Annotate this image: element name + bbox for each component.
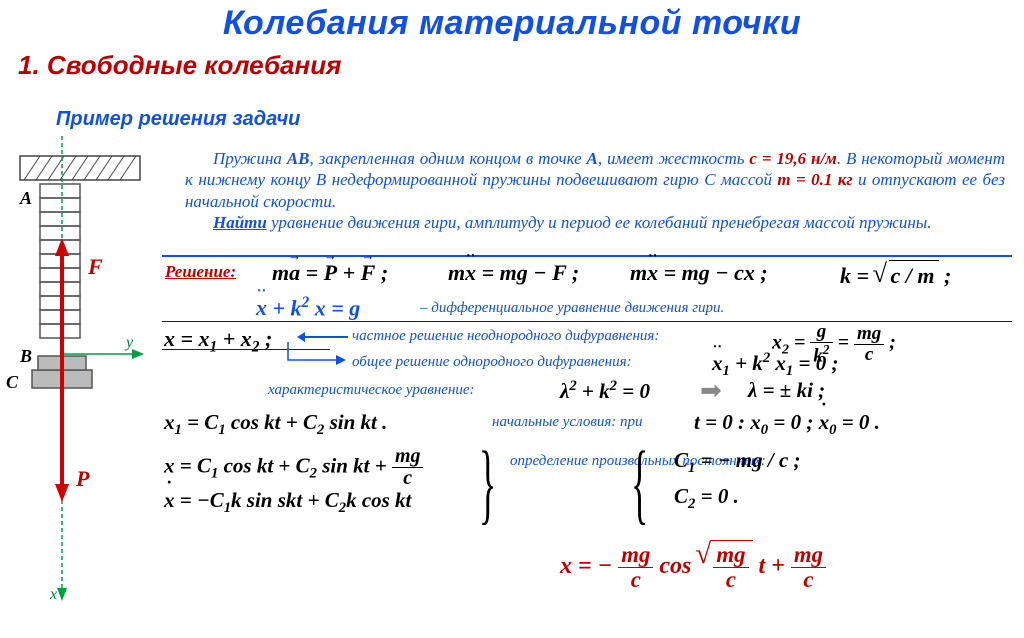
spring-diagram: A B С F P x y — [12, 136, 157, 606]
eq-c1: C1 = − mg / c ; — [674, 448, 801, 477]
eq-lambda: λ = ± ki ; — [748, 378, 825, 403]
eq-scalar-2: mx = mg − cx ; — [630, 260, 768, 286]
eq-answer: x = − mgc cos mgc t + mgc — [560, 540, 826, 592]
note-char: характеристическое уравнение: — [268, 382, 475, 399]
label-x: x — [50, 586, 57, 604]
example-subheader: Пример решения задачи — [56, 108, 300, 131]
p-t6: уравнение движения гири, амплитуду и пер… — [267, 213, 932, 232]
eq-hom: x1 + k2 x1 = 0 ; — [712, 350, 838, 380]
diagram-svg — [12, 136, 157, 616]
label-f: F — [88, 254, 103, 280]
eq-x1: x1 = C1 cos kt + C2 sin kt . — [164, 410, 387, 439]
eq-newton-vec: ma = P + F ; — [272, 260, 388, 286]
p-c: c = 19,6 н/м — [749, 149, 836, 168]
eq-super: x = x1 + x2 ; — [164, 326, 272, 356]
p-t3: , имеет жесткость — [598, 149, 750, 168]
p-t2: , закрепленная одним концом в точке — [310, 149, 587, 168]
solution-header: Решение: — [165, 262, 236, 282]
note-initial: начальные условия: при — [492, 414, 643, 431]
label-c: С — [6, 372, 18, 393]
eq-xdot: x = −C1k sin skt + C2k cos kt — [164, 488, 411, 517]
p-m: m = 0.1 кг — [777, 170, 852, 189]
problem-statement: Пружина AB, закрепленная одним концом в … — [185, 148, 1005, 233]
note-ode: – дифференциальное уравнение движения ги… — [420, 300, 724, 317]
note-general: общее решение однородного дифуравнения: — [352, 354, 632, 371]
eq-scalar-1: mx = mg − F ; — [448, 260, 579, 286]
brace-right-icon: { — [631, 432, 648, 535]
p-a: A — [587, 149, 598, 168]
arrow-bent-icon — [278, 342, 348, 370]
implies-arrow-icon: ➡ — [700, 376, 722, 406]
brace-left-icon: } — [479, 432, 496, 535]
label-b: B — [20, 346, 32, 367]
eq-char: λ2 + k2 = 0 — [560, 378, 650, 404]
section-heading: 1. Свободные колебания — [18, 50, 341, 81]
p-find: Найти — [213, 213, 267, 232]
eq-c2: C2 = 0 . — [674, 484, 739, 513]
p-t1: Пружина — [213, 149, 287, 168]
eq-ode: x + k2 x = g — [256, 294, 360, 321]
p-ab: AB — [287, 149, 310, 168]
page-title: Колебания материальной точки — [0, 4, 1024, 43]
note-partial: частное решение неоднородного дифуравнен… — [352, 328, 659, 345]
eq-k-def: k = c / m ; — [840, 260, 951, 289]
label-a: A — [20, 188, 32, 209]
section-text: Свободные колебания — [47, 50, 341, 80]
label-p: P — [76, 466, 89, 492]
slide-root: Колебания материальной точки 1. Свободны… — [0, 0, 1024, 638]
eq-x-full: x = C1 cos kt + C2 sin kt + mgc — [164, 446, 423, 489]
label-y: y — [126, 334, 133, 352]
eq-ic: t = 0 : x0 = 0 ; x0 = 0 . — [694, 410, 880, 439]
arrow-to-partial — [300, 336, 348, 338]
section-number: 1. — [18, 50, 40, 80]
